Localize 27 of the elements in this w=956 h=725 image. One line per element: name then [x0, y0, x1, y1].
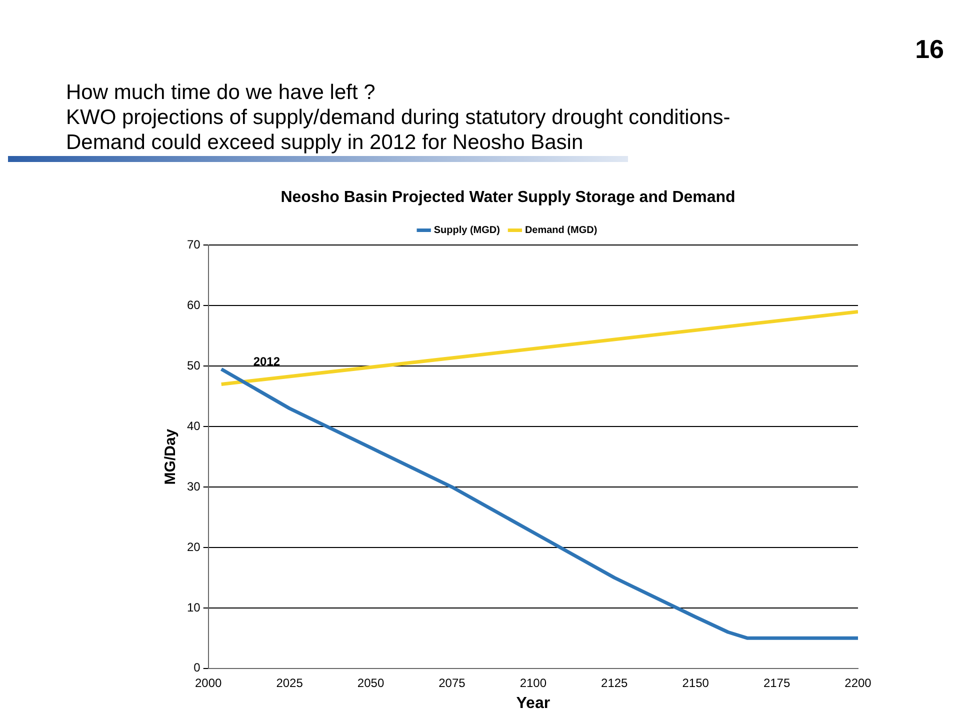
x-tick-label: 2200	[844, 676, 872, 690]
y-tick-label: 60	[186, 298, 201, 312]
y-tick-label: 50	[186, 358, 201, 372]
x-tick-label: 2175	[763, 676, 790, 690]
legend-label: Demand (MGD)	[524, 224, 598, 236]
x-axis-title: Year	[516, 694, 550, 712]
text: Demand could exceed supply in 2012 for Neosho Basin	[66, 130, 584, 155]
y-tick-label: 30	[186, 479, 201, 494]
text: How much time do we have left ?	[66, 80, 376, 105]
x-tick-label: 2000	[194, 676, 222, 690]
y-tick-label: 10	[186, 600, 201, 614]
chart-title: Neosho Basin Projected Water Supply Storage and Demand	[280, 189, 736, 206]
text: KWO projections of supply/demand during statutory drought conditions-	[66, 105, 730, 130]
x-tick-label: 2125	[601, 676, 628, 690]
y-tick-label: 70	[186, 238, 201, 252]
x-tick-label: 2050	[357, 676, 384, 690]
x-tick-label: 2025	[276, 676, 304, 690]
legend-label: Supply (MGD)	[434, 224, 500, 236]
y-tick-label: 40	[186, 418, 201, 433]
annotation: 2012	[253, 354, 280, 369]
x-tick-label: 2100	[520, 676, 547, 690]
y-axis-title: MG/Day	[162, 428, 180, 485]
x-tick-label: 2150	[682, 676, 710, 690]
y-tick-label: 0	[194, 660, 201, 675]
x-tick-label: 2075	[438, 676, 466, 690]
text: 16	[915, 34, 944, 65]
y-tick-label: 20	[186, 540, 201, 554]
